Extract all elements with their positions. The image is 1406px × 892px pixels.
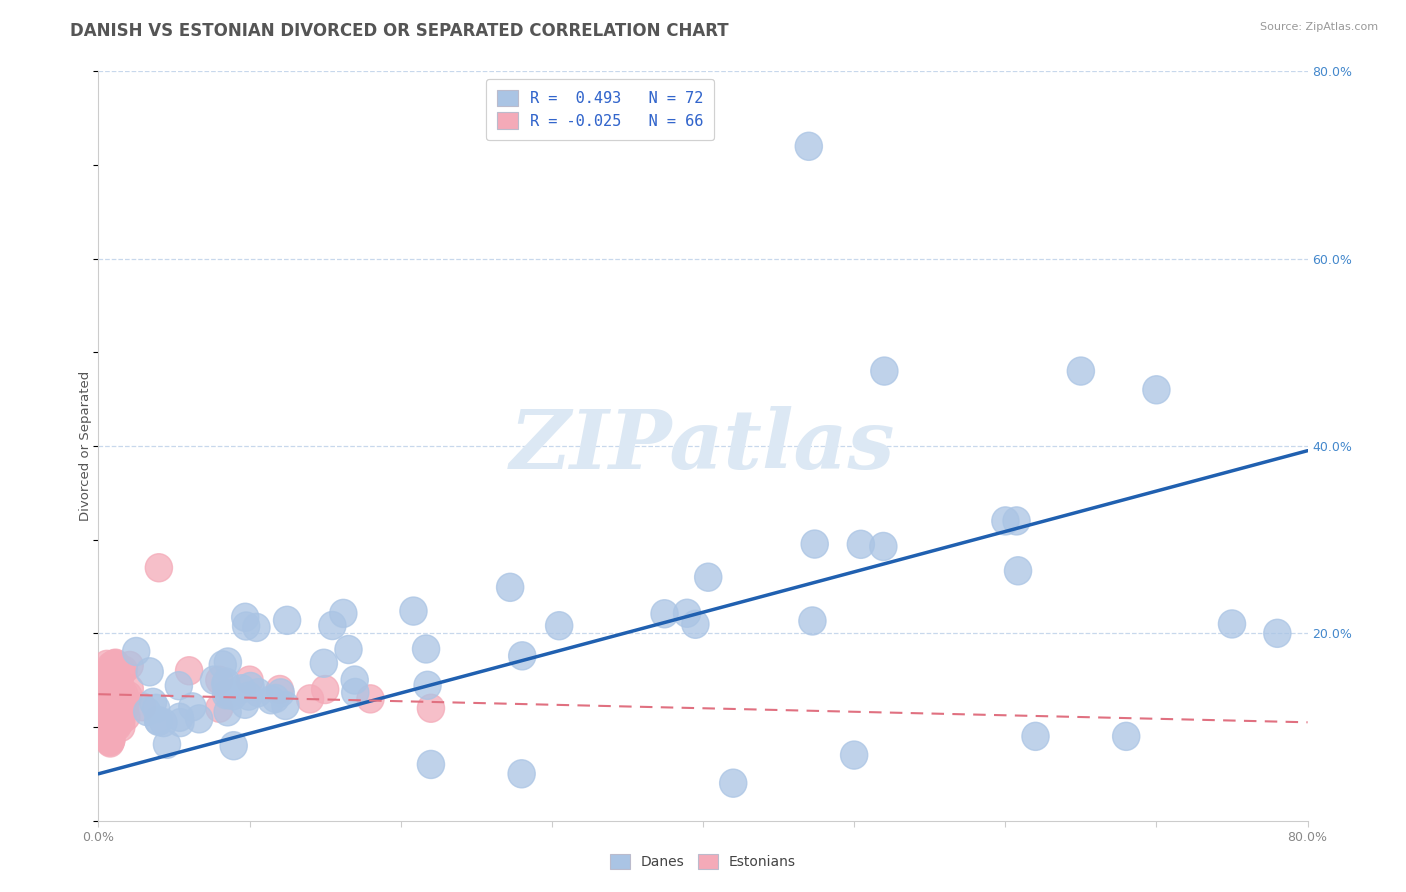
Y-axis label: Divorced or Separated: Divorced or Separated <box>79 371 91 521</box>
Legend: R =  0.493   N = 72, R = -0.025   N = 66: R = 0.493 N = 72, R = -0.025 N = 66 <box>486 79 714 140</box>
Text: DANISH VS ESTONIAN DIVORCED OR SEPARATED CORRELATION CHART: DANISH VS ESTONIAN DIVORCED OR SEPARATED… <box>70 22 728 40</box>
Legend: Danes, Estonians: Danes, Estonians <box>603 847 803 876</box>
Text: ZIPatlas: ZIPatlas <box>510 406 896 486</box>
Text: Source: ZipAtlas.com: Source: ZipAtlas.com <box>1260 22 1378 32</box>
